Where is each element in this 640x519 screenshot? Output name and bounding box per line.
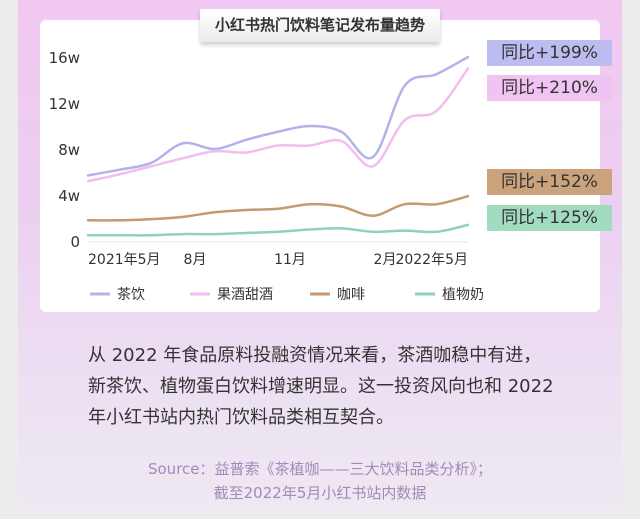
badge-plant-milk-yoy: 同比+125%	[487, 205, 612, 231]
series-line-3	[86, 223, 470, 237]
y-tick-label: 12w	[49, 95, 80, 113]
legend-label: 果酒甜酒	[217, 287, 273, 303]
legend-label: 咖啡	[337, 287, 365, 303]
chart-card	[40, 20, 600, 312]
series-line-0	[86, 55, 470, 177]
legend-label: 植物奶	[442, 287, 484, 303]
source-note: Source：益普索《茶植咖——三大饮料品类分析》； 截至2022年5月小红书站…	[0, 457, 640, 505]
x-tick-label: 2月	[374, 252, 397, 268]
badge-coffee-yoy: 同比+152%	[487, 169, 612, 195]
series-line-1	[86, 67, 470, 183]
x-tick-label: 2021年5月	[88, 252, 161, 268]
y-tick-label: 0	[70, 233, 80, 251]
source-line-2: 截至2022年5月小红书站内数据	[213, 484, 427, 502]
series-line-2	[86, 194, 470, 222]
badge-fruit-wine-yoy: 同比+210%	[487, 75, 612, 101]
y-tick-label: 4w	[58, 187, 80, 205]
source-line-1: Source：益普索《茶植咖——三大饮料品类分析》；	[147, 460, 493, 478]
chart-title: 小红书热门饮料笔记发布量趋势	[200, 9, 440, 42]
x-tick-label: 8月	[184, 252, 207, 268]
badge-tea-yoy: 同比+199%	[487, 40, 612, 66]
x-tick-label: 2022年5月	[395, 252, 468, 268]
legend-label: 茶饮	[117, 287, 145, 303]
y-tick-label: 8w	[58, 141, 80, 159]
y-tick-label: 16w	[49, 49, 80, 67]
x-tick-label: 11月	[274, 252, 306, 268]
body-text: 从 2022 年食品原料投融资情况来看，茶酒咖稳中有进，新茶饮、植物蛋白饮料增速…	[88, 345, 554, 428]
